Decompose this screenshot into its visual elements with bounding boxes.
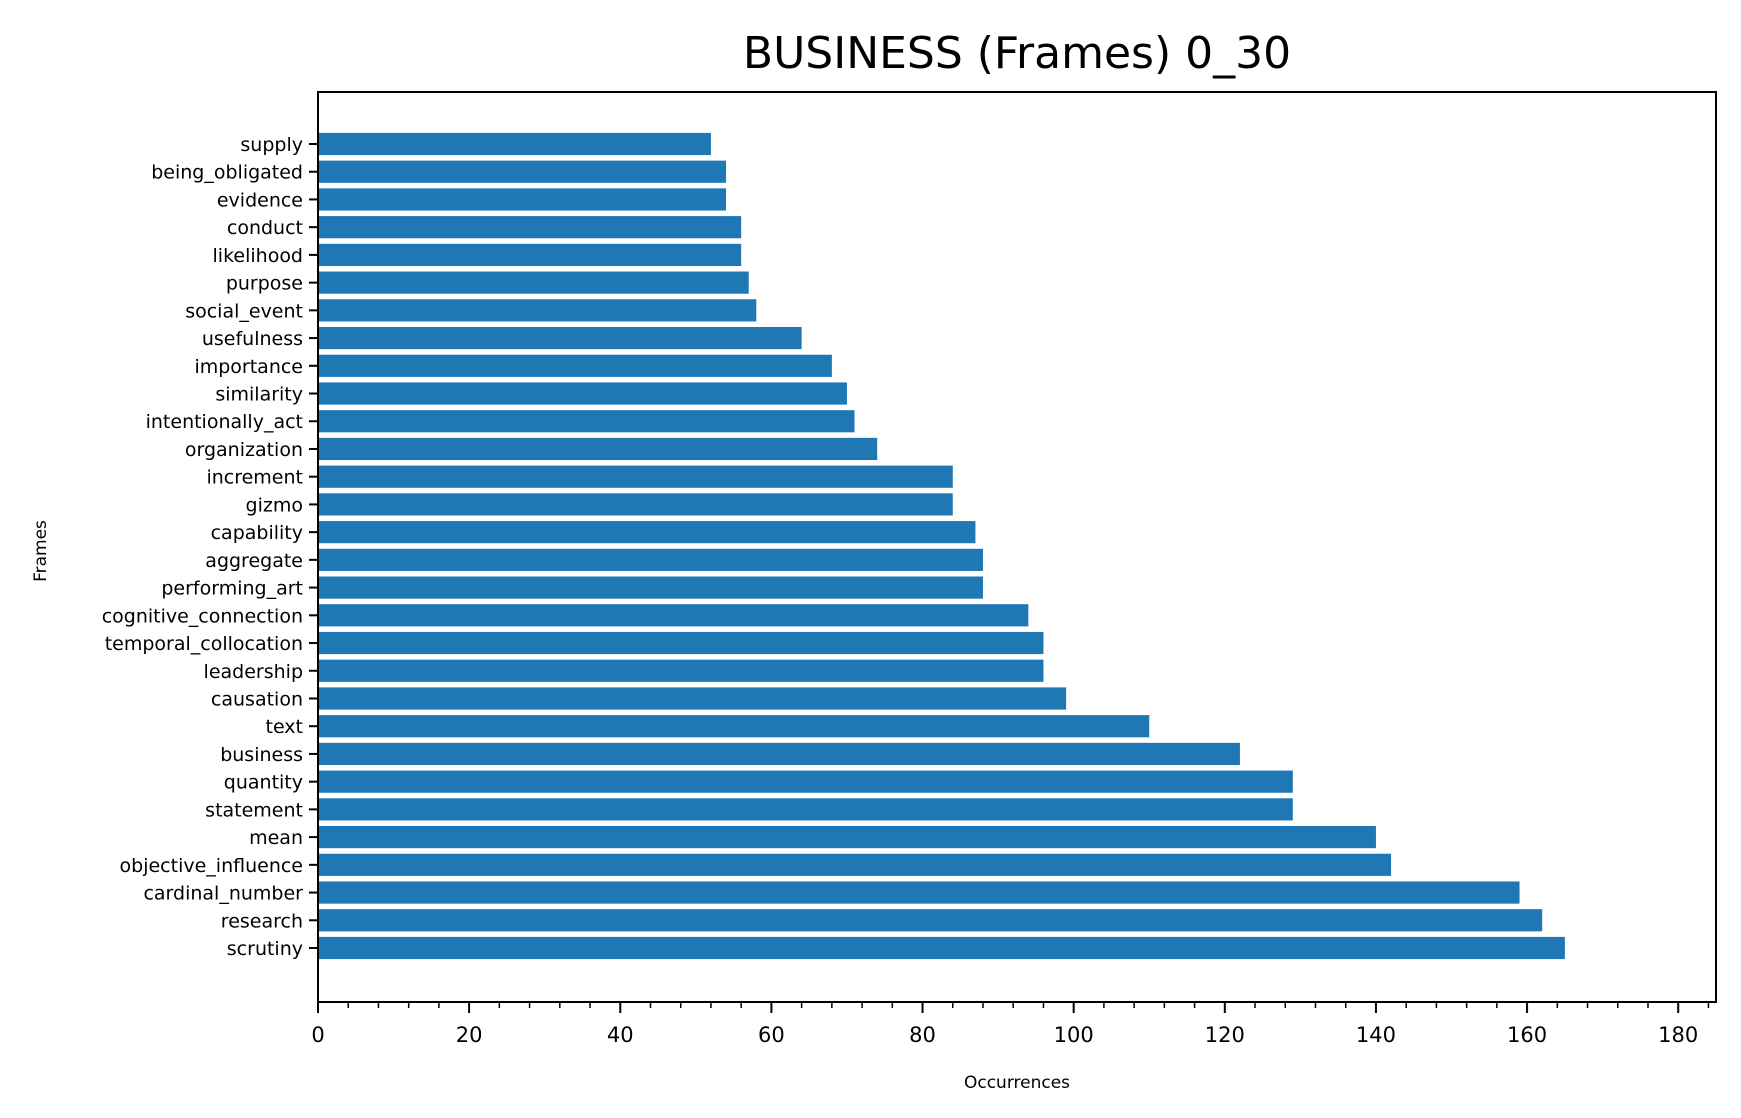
x-axis-label: Occurrences bbox=[964, 1073, 1070, 1093]
bar-intentionally-act bbox=[318, 410, 855, 433]
y-tick-label: capability bbox=[211, 522, 303, 544]
y-tick-label: supply bbox=[240, 134, 303, 156]
x-tick-label: 140 bbox=[1356, 1023, 1396, 1047]
bar-objective-influence bbox=[318, 853, 1392, 876]
y-tick-label: text bbox=[266, 716, 304, 738]
bar-business bbox=[318, 742, 1240, 766]
bar-capability bbox=[318, 521, 976, 544]
bar-organization bbox=[318, 437, 878, 461]
x-tick-label: 100 bbox=[1054, 1023, 1094, 1047]
bar-conduct bbox=[318, 216, 742, 239]
y-tick-label: quantity bbox=[224, 772, 303, 794]
bar-evidence bbox=[318, 188, 727, 211]
y-tick-label: objective_influence bbox=[120, 855, 303, 877]
bar-increment bbox=[318, 465, 953, 488]
y-tick-label: similarity bbox=[215, 384, 303, 406]
plot-frame bbox=[317, 91, 1717, 1003]
bar-usefulness bbox=[318, 326, 802, 350]
y-tick-label: temporal_collocation bbox=[105, 633, 303, 655]
y-tick-label: cardinal_number bbox=[143, 883, 303, 905]
y-tick-label: importance bbox=[194, 356, 303, 378]
y-tick-label: aggregate bbox=[205, 550, 303, 572]
bars-group bbox=[318, 132, 1565, 960]
y-tick-label: research bbox=[221, 910, 303, 932]
bar-importance bbox=[318, 354, 832, 377]
bar-statement bbox=[318, 798, 1293, 821]
y-tick-label: causation bbox=[211, 688, 303, 710]
y-tick-label: organization bbox=[185, 439, 303, 461]
bar-likelihood bbox=[318, 243, 742, 266]
y-tick-label: conduct bbox=[227, 217, 303, 239]
bar-being-obligated bbox=[318, 160, 727, 183]
x-axis: 0 20 40 60 80 100 120 140 160 180 bbox=[311, 1002, 1710, 1047]
bar-aggregate bbox=[318, 548, 983, 571]
x-tick-label: 120 bbox=[1205, 1023, 1245, 1047]
y-axis: supply being_obligated evidence conduct like… bbox=[102, 134, 318, 960]
chart-title: BUSINESS (Frames) 0_30 bbox=[743, 28, 1291, 79]
bar-leadership bbox=[318, 659, 1044, 682]
bar-cognitive-connection bbox=[318, 604, 1029, 627]
bar-text bbox=[318, 715, 1150, 738]
bar-research bbox=[318, 909, 1543, 932]
x-tick-label: 160 bbox=[1507, 1023, 1547, 1047]
y-tick-label: evidence bbox=[217, 189, 303, 211]
y-tick-label: scrutiny bbox=[227, 938, 303, 960]
y-tick-label: purpose bbox=[226, 273, 303, 295]
x-tick-label: 0 bbox=[311, 1023, 324, 1047]
y-tick-label: increment bbox=[206, 467, 303, 489]
bar-causation bbox=[318, 687, 1067, 710]
y-tick-label: mean bbox=[249, 827, 303, 849]
y-tick-label: leadership bbox=[204, 661, 303, 683]
y-tick-label: being_obligated bbox=[151, 162, 303, 184]
bar-cardinal-number bbox=[318, 881, 1520, 904]
y-tick-label: gizmo bbox=[246, 494, 303, 516]
bar-scrutiny bbox=[318, 936, 1565, 960]
y-tick-label: performing_art bbox=[161, 578, 303, 600]
x-tick-label: 40 bbox=[607, 1023, 634, 1047]
y-tick-label: statement bbox=[205, 799, 303, 821]
y-axis-label: Frames bbox=[31, 520, 51, 582]
bar-supply bbox=[318, 132, 711, 156]
x-tick-label: 20 bbox=[456, 1023, 483, 1047]
bar-purpose bbox=[318, 271, 749, 294]
bar-social-event bbox=[318, 299, 757, 322]
bar-temporal-collocation bbox=[318, 631, 1044, 655]
y-tick-label: business bbox=[220, 744, 303, 766]
y-tick-label: intentionally_act bbox=[146, 411, 303, 433]
y-tick-label: likelihood bbox=[213, 245, 303, 267]
bar-mean bbox=[318, 826, 1376, 849]
bar-performing-art bbox=[318, 576, 983, 599]
y-tick-label: social_event bbox=[185, 300, 303, 322]
y-tick-label: cognitive_connection bbox=[102, 605, 303, 627]
bar-gizmo bbox=[318, 493, 953, 516]
bar-similarity bbox=[318, 382, 847, 405]
bar-quantity bbox=[318, 770, 1293, 793]
x-tick-label: 80 bbox=[909, 1023, 936, 1047]
x-tick-label: 60 bbox=[758, 1023, 785, 1047]
x-tick-label: 180 bbox=[1658, 1023, 1698, 1047]
y-tick-label: usefulness bbox=[202, 328, 303, 350]
